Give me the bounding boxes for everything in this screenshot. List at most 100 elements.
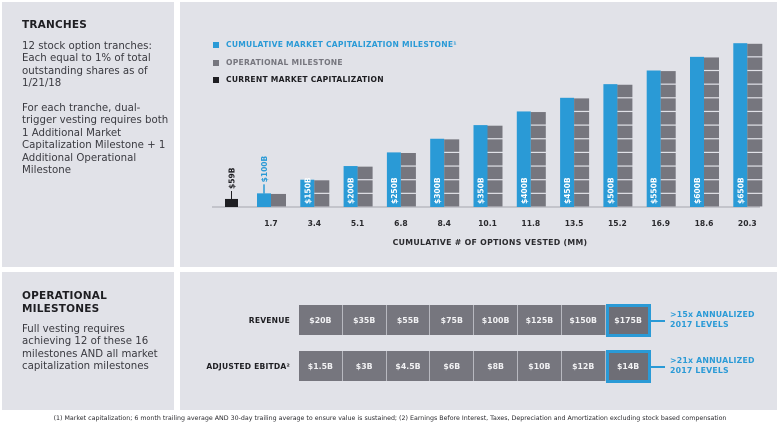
- operational-milestone-segment: [660, 71, 676, 84]
- market-cap-milestone-bar: [516, 111, 531, 207]
- market-cap-value-label: $550B: [650, 177, 659, 204]
- operational-milestone-segment: [487, 153, 503, 166]
- revenue-annotation-line2: 2017 LEVELS: [670, 320, 729, 329]
- operational-milestone-segment: [444, 193, 460, 207]
- operational-milestone-segment: [747, 43, 763, 57]
- operational-description: Full vesting requires achieving 12 of th…: [22, 324, 158, 373]
- market-cap-value-label: $150B: [303, 177, 312, 204]
- milestone-value-box: $1.5B: [299, 351, 343, 381]
- operational-milestone-segment: [660, 112, 676, 125]
- market-cap-value-label: $350B: [477, 177, 486, 204]
- revenue-row-label: REVENUE: [248, 316, 290, 325]
- milestones-table-panel: [180, 272, 777, 410]
- market-cap-milestone-bar: [690, 56, 704, 207]
- operational-milestone-segment: [660, 84, 676, 98]
- operational-milestone-segment: [574, 153, 590, 166]
- milestone-value-box: $100B: [474, 305, 518, 335]
- operational-milestone-segment: [487, 125, 503, 139]
- operational-milestone-segment: [444, 166, 460, 180]
- legend-label: CURRENT MARKET CAPITALIZATION: [226, 75, 384, 84]
- operational-milestone-segment: [704, 166, 719, 180]
- operational-milestone-segment: [530, 166, 546, 180]
- ebitda-annotation-line2: 2017 LEVELS: [670, 366, 729, 375]
- operational-milestone-segment: [271, 193, 286, 207]
- milestone-value-box: $55B: [386, 305, 431, 335]
- operational-milestone-segment: [314, 193, 330, 207]
- operational-milestone-segment: [357, 180, 373, 193]
- operational-milestone-segment: [574, 139, 590, 152]
- milestone-value-box: $175B: [605, 304, 651, 337]
- x-axis-title: CUMULATIVE # OF OPTIONS VESTED (MM): [392, 238, 588, 247]
- milestone-value-box: $20B: [299, 305, 343, 335]
- operational-milestone-segment: [747, 139, 763, 152]
- operational-milestone-segment: [747, 71, 763, 84]
- operational-milestone-segment: [617, 112, 633, 125]
- tranches-description: 12 stock option tranches: Each equal to …: [22, 41, 152, 90]
- market-cap-value-label: $500B: [606, 177, 615, 204]
- operational-milestone-segment: [400, 180, 416, 193]
- market-cap-milestone-bar: [603, 84, 618, 207]
- operational-milestone-segment: [530, 193, 546, 207]
- operational-milestone-segment: [617, 84, 633, 98]
- operational-milestone-segment: [574, 98, 590, 111]
- operational-milestone-segment: [704, 98, 719, 111]
- operational-milestone-segment: [660, 193, 676, 207]
- operational-milestone-segment: [357, 166, 373, 180]
- operational-milestone-segment: [747, 153, 763, 166]
- operational-milestone-segment: [487, 139, 503, 152]
- operational-milestone-segment: [574, 112, 590, 125]
- operational-milestone-segment: [617, 166, 633, 180]
- operational-milestone-segment: [574, 166, 590, 180]
- operational-milestone-segment: [660, 125, 676, 139]
- x-tick-label: 5.1: [351, 219, 364, 228]
- operational-milestones-panel: [2, 272, 174, 410]
- operational-milestone-segment: [530, 125, 546, 139]
- legend-label: CUMULATIVE MARKET CAPITALIZATION MILESTO…: [226, 40, 457, 49]
- operational-milestone-segment: [747, 57, 763, 70]
- milestone-value-box: $150B: [561, 305, 606, 335]
- operational-milestone-segment: [704, 180, 719, 193]
- x-tick-label: 20.3: [738, 219, 757, 228]
- operational-milestone-segment: [400, 153, 416, 166]
- operational-milestone-segment: [747, 125, 763, 139]
- operational-milestone-segment: [444, 153, 460, 166]
- operational-milestone-segment: [660, 153, 676, 166]
- ebitda-connector: [651, 366, 665, 368]
- market-cap-value-label: $250B: [390, 177, 399, 204]
- operational-milestone-segment: [747, 84, 763, 98]
- market-cap-milestone-bar: [646, 70, 661, 207]
- operational-milestone-segment: [704, 57, 719, 70]
- market-cap-milestone-bar: [430, 138, 445, 207]
- market-cap-milestone-bar: [343, 166, 358, 207]
- legend-swatch: [213, 59, 219, 66]
- x-tick-label: 18.6: [695, 219, 714, 228]
- operational-milestone-segment: [574, 193, 590, 207]
- operational-milestone-segment: [704, 193, 719, 207]
- operational-milestone-segment: [530, 139, 546, 152]
- footnote: (1) Market capitalization; 6 month trail…: [53, 415, 727, 422]
- operational-milestone-segment: [357, 193, 373, 207]
- milestone-value-box: $125B: [518, 305, 562, 335]
- operational-milestone-segment: [704, 139, 719, 152]
- market-cap-milestone-bar: [560, 97, 575, 207]
- operational-milestone-segment: [704, 84, 719, 98]
- tranches-heading: TRANCHES: [22, 19, 87, 31]
- milestone-value-box: $14B: [605, 350, 651, 383]
- operational-milestone-segment: [660, 180, 676, 193]
- milestone-value-box: $3B: [342, 351, 387, 381]
- operational-milestone-segment: [747, 98, 763, 111]
- operational-milestone-segment: [617, 153, 633, 166]
- operational-milestone-segment: [747, 166, 763, 180]
- market-cap-milestone-bar: [386, 152, 401, 207]
- revenue-annotation-line1: >15x ANNUALIZED: [670, 310, 755, 319]
- market-cap-value-label: $650B: [736, 177, 745, 204]
- legend-swatch: [213, 41, 219, 48]
- operational-milestone-segment: [487, 193, 503, 207]
- legend-label: OPERATIONAL MILESTONE: [226, 58, 343, 67]
- operational-milestone-segment: [660, 166, 676, 180]
- ebitda-annotation: >21x ANNUALIZED 2017 LEVELS: [670, 356, 755, 376]
- operational-milestone-segment: [617, 180, 633, 193]
- market-cap-value-label: $200B: [347, 177, 356, 204]
- ebitda-row-label: ADJUSTED EBITDA²: [206, 362, 290, 371]
- x-tick-label: 3.4: [308, 219, 321, 228]
